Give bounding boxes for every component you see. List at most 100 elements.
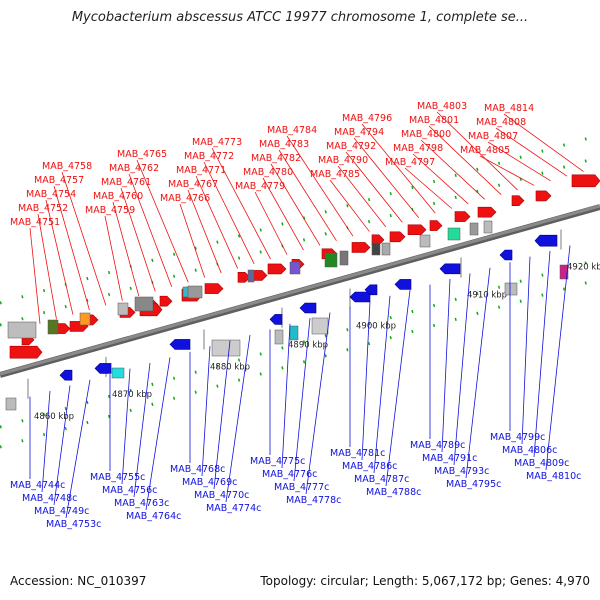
forward-gene-label[interactable]: MAB_4759 [85, 205, 135, 216]
reverse-gene-label[interactable]: MAB_4768c [170, 464, 225, 475]
forward-gene-label[interactable]: MAB_4782 [251, 153, 301, 164]
feature-box[interactable] [7, 321, 37, 339]
reverse-gene-label[interactable]: MAB_4799c [490, 432, 545, 443]
forward-gene-label[interactable]: MAB_4796 [342, 113, 392, 124]
reverse-gene-label[interactable]: MAB_4781c [330, 448, 385, 459]
forward-gene-arrow[interactable] [511, 195, 525, 206]
reverse-gene-arrow[interactable] [499, 249, 513, 261]
reverse-gene-label[interactable]: MAB_4786c [342, 461, 397, 472]
reverse-gene-label[interactable]: MAB_4770c [194, 490, 249, 501]
forward-gene-label[interactable]: MAB_4751 [10, 217, 60, 228]
forward-gene-label[interactable]: MAB_4814 [484, 103, 534, 114]
forward-gene-arrow[interactable] [571, 174, 600, 188]
feature-box[interactable] [371, 242, 381, 256]
feature-box[interactable] [289, 261, 301, 275]
feature-box[interactable] [447, 227, 461, 241]
forward-gene-label[interactable]: MAB_4785 [310, 169, 360, 180]
reverse-gene-label[interactable]: MAB_4764c [126, 511, 181, 522]
reverse-gene-label[interactable]: MAB_4809c [514, 458, 569, 469]
forward-gene-label[interactable]: MAB_4780 [243, 167, 293, 178]
forward-gene-label[interactable]: MAB_4752 [18, 203, 68, 214]
feature-box[interactable] [274, 329, 284, 345]
reverse-gene-arrow[interactable] [94, 363, 112, 374]
reverse-gene-label[interactable]: MAB_4775c [250, 456, 305, 467]
feature-box[interactable] [187, 285, 203, 299]
feature-box[interactable] [79, 312, 91, 326]
forward-gene-arrow[interactable] [267, 263, 287, 275]
forward-gene-label[interactable]: MAB_4794 [334, 127, 384, 138]
forward-gene-label[interactable]: MAB_4762 [109, 163, 159, 174]
reverse-gene-label[interactable]: MAB_4774c [206, 503, 261, 514]
forward-gene-label[interactable]: MAB_4783 [259, 139, 309, 150]
reverse-gene-label[interactable]: MAB_4806c [502, 445, 557, 456]
feature-box[interactable] [559, 264, 569, 280]
forward-gene-label[interactable]: MAB_4798 [393, 143, 443, 154]
feature-box[interactable] [211, 339, 241, 357]
forward-gene-label[interactable]: MAB_4773 [192, 137, 242, 148]
forward-gene-label[interactable]: MAB_4761 [101, 177, 151, 188]
reverse-gene-arrow[interactable] [59, 369, 73, 381]
feature-box[interactable] [117, 302, 129, 316]
forward-gene-label[interactable]: MAB_4808 [476, 117, 526, 128]
forward-gene-arrow[interactable] [351, 242, 371, 253]
forward-gene-label[interactable]: MAB_4803 [417, 101, 467, 112]
forward-gene-label[interactable]: MAB_4766 [160, 193, 210, 204]
reverse-gene-label[interactable]: MAB_4756c [102, 485, 157, 496]
forward-gene-arrow[interactable] [477, 206, 497, 218]
feature-box[interactable] [419, 234, 431, 248]
feature-box[interactable] [134, 296, 154, 312]
forward-gene-label[interactable]: MAB_4754 [26, 189, 76, 200]
forward-gene-arrow[interactable] [204, 283, 224, 294]
reverse-gene-arrow[interactable] [534, 234, 558, 247]
feature-box[interactable] [111, 367, 125, 379]
feature-box[interactable] [289, 325, 299, 341]
forward-gene-label[interactable]: MAB_4805 [460, 145, 510, 156]
forward-gene-label[interactable]: MAB_4771 [176, 165, 226, 176]
feature-box[interactable] [324, 252, 338, 268]
reverse-gene-arrow[interactable] [349, 291, 371, 303]
forward-gene-label[interactable]: MAB_4772 [184, 151, 234, 162]
feature-box[interactable] [381, 242, 391, 256]
feature-box[interactable] [339, 250, 349, 266]
forward-gene-label[interactable]: MAB_4757 [34, 175, 84, 186]
forward-gene-label[interactable]: MAB_4807 [468, 131, 518, 142]
feature-box[interactable] [5, 397, 17, 411]
feature-box[interactable] [247, 269, 255, 283]
forward-gene-arrow[interactable] [454, 211, 471, 222]
forward-gene-arrow[interactable] [9, 345, 43, 359]
forward-gene-arrow[interactable] [389, 231, 406, 243]
feature-box[interactable] [47, 319, 59, 335]
reverse-gene-label[interactable]: MAB_4744c [10, 480, 65, 491]
reverse-gene-label[interactable]: MAB_4753c [46, 519, 101, 530]
reverse-gene-label[interactable]: MAB_4778c [286, 495, 341, 506]
reverse-gene-label[interactable]: MAB_4749c [34, 506, 89, 517]
reverse-gene-label[interactable]: MAB_4795c [446, 479, 501, 490]
reverse-gene-label[interactable]: MAB_4776c [262, 469, 317, 480]
forward-gene-label[interactable]: MAB_4767 [168, 179, 218, 190]
forward-gene-label[interactable]: MAB_4758 [42, 161, 92, 172]
feature-box[interactable] [504, 282, 518, 296]
reverse-gene-label[interactable]: MAB_4763c [114, 498, 169, 509]
reverse-gene-arrow[interactable] [394, 279, 412, 290]
forward-gene-label[interactable]: MAB_4792 [326, 141, 376, 152]
forward-gene-arrow[interactable] [159, 295, 173, 307]
reverse-gene-arrow[interactable] [299, 302, 317, 314]
forward-gene-label[interactable]: MAB_4790 [318, 155, 368, 166]
reverse-gene-label[interactable]: MAB_4791c [422, 453, 477, 464]
feature-box[interactable] [469, 222, 479, 236]
forward-gene-label[interactable]: MAB_4765 [117, 149, 167, 160]
reverse-gene-label[interactable]: MAB_4787c [354, 474, 409, 485]
feature-box[interactable] [311, 317, 329, 335]
reverse-gene-label[interactable]: MAB_4793c [434, 466, 489, 477]
reverse-gene-arrow[interactable] [439, 263, 461, 275]
reverse-gene-label[interactable]: MAB_4769c [182, 477, 237, 488]
reverse-gene-arrow[interactable] [169, 339, 191, 350]
feature-box[interactable] [483, 220, 493, 234]
forward-gene-arrow[interactable] [237, 272, 251, 283]
reverse-gene-label[interactable]: MAB_4810c [526, 471, 581, 482]
reverse-gene-label[interactable]: MAB_4788c [366, 487, 421, 498]
forward-gene-label[interactable]: MAB_4779 [235, 181, 285, 192]
forward-gene-arrow[interactable] [407, 224, 427, 236]
reverse-gene-arrow[interactable] [269, 314, 283, 325]
forward-gene-label[interactable]: MAB_4801 [409, 115, 459, 126]
